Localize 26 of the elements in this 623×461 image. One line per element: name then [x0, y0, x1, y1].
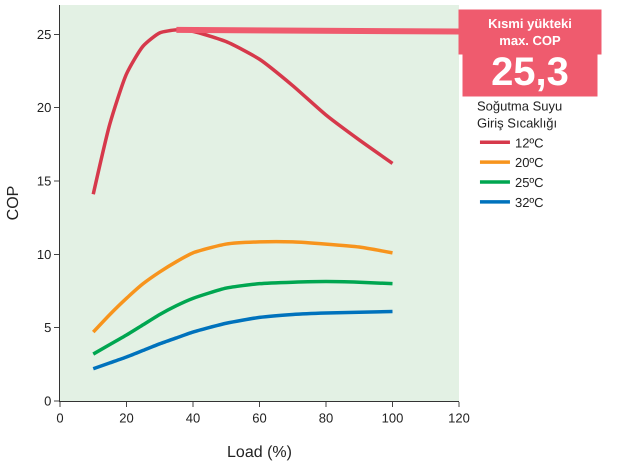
x-tick-label: 0	[56, 410, 64, 426]
text: 25,3	[491, 50, 569, 94]
text: Kısmi yükteki max. COP	[488, 16, 572, 48]
line-series	[92, 280, 394, 356]
legend-label: 32ºC	[514, 195, 544, 210]
legend-title: Soğutma Suyu Giriş Sıcaklığı	[476, 98, 562, 130]
legend-label: 20ºC	[514, 155, 544, 170]
x-tick-label: 120	[448, 410, 470, 426]
legend-label: 12ºC	[514, 135, 544, 150]
line-series	[92, 240, 394, 334]
x-tick-label: 60	[252, 410, 267, 426]
x-axis-title: Load (%)	[227, 444, 292, 461]
line-series	[92, 310, 394, 370]
x-tick-label: 40	[186, 410, 200, 426]
y-tick-label: 15	[36, 174, 52, 189]
y-axis-title: COP	[5, 186, 22, 220]
x-tick-label: 20	[119, 410, 134, 426]
y-tick-label: 20	[36, 100, 52, 116]
line-series	[92, 28, 394, 196]
x-tick-label: 80	[318, 410, 334, 426]
x-tick-label: 100	[382, 410, 404, 426]
y-tick-label: 10	[36, 246, 52, 262]
legend-label: 25ºC	[514, 175, 544, 190]
y-tick-label: 5	[44, 320, 52, 336]
y-tick-label: 0	[44, 394, 52, 409]
y-tick-label: 25	[36, 26, 52, 42]
